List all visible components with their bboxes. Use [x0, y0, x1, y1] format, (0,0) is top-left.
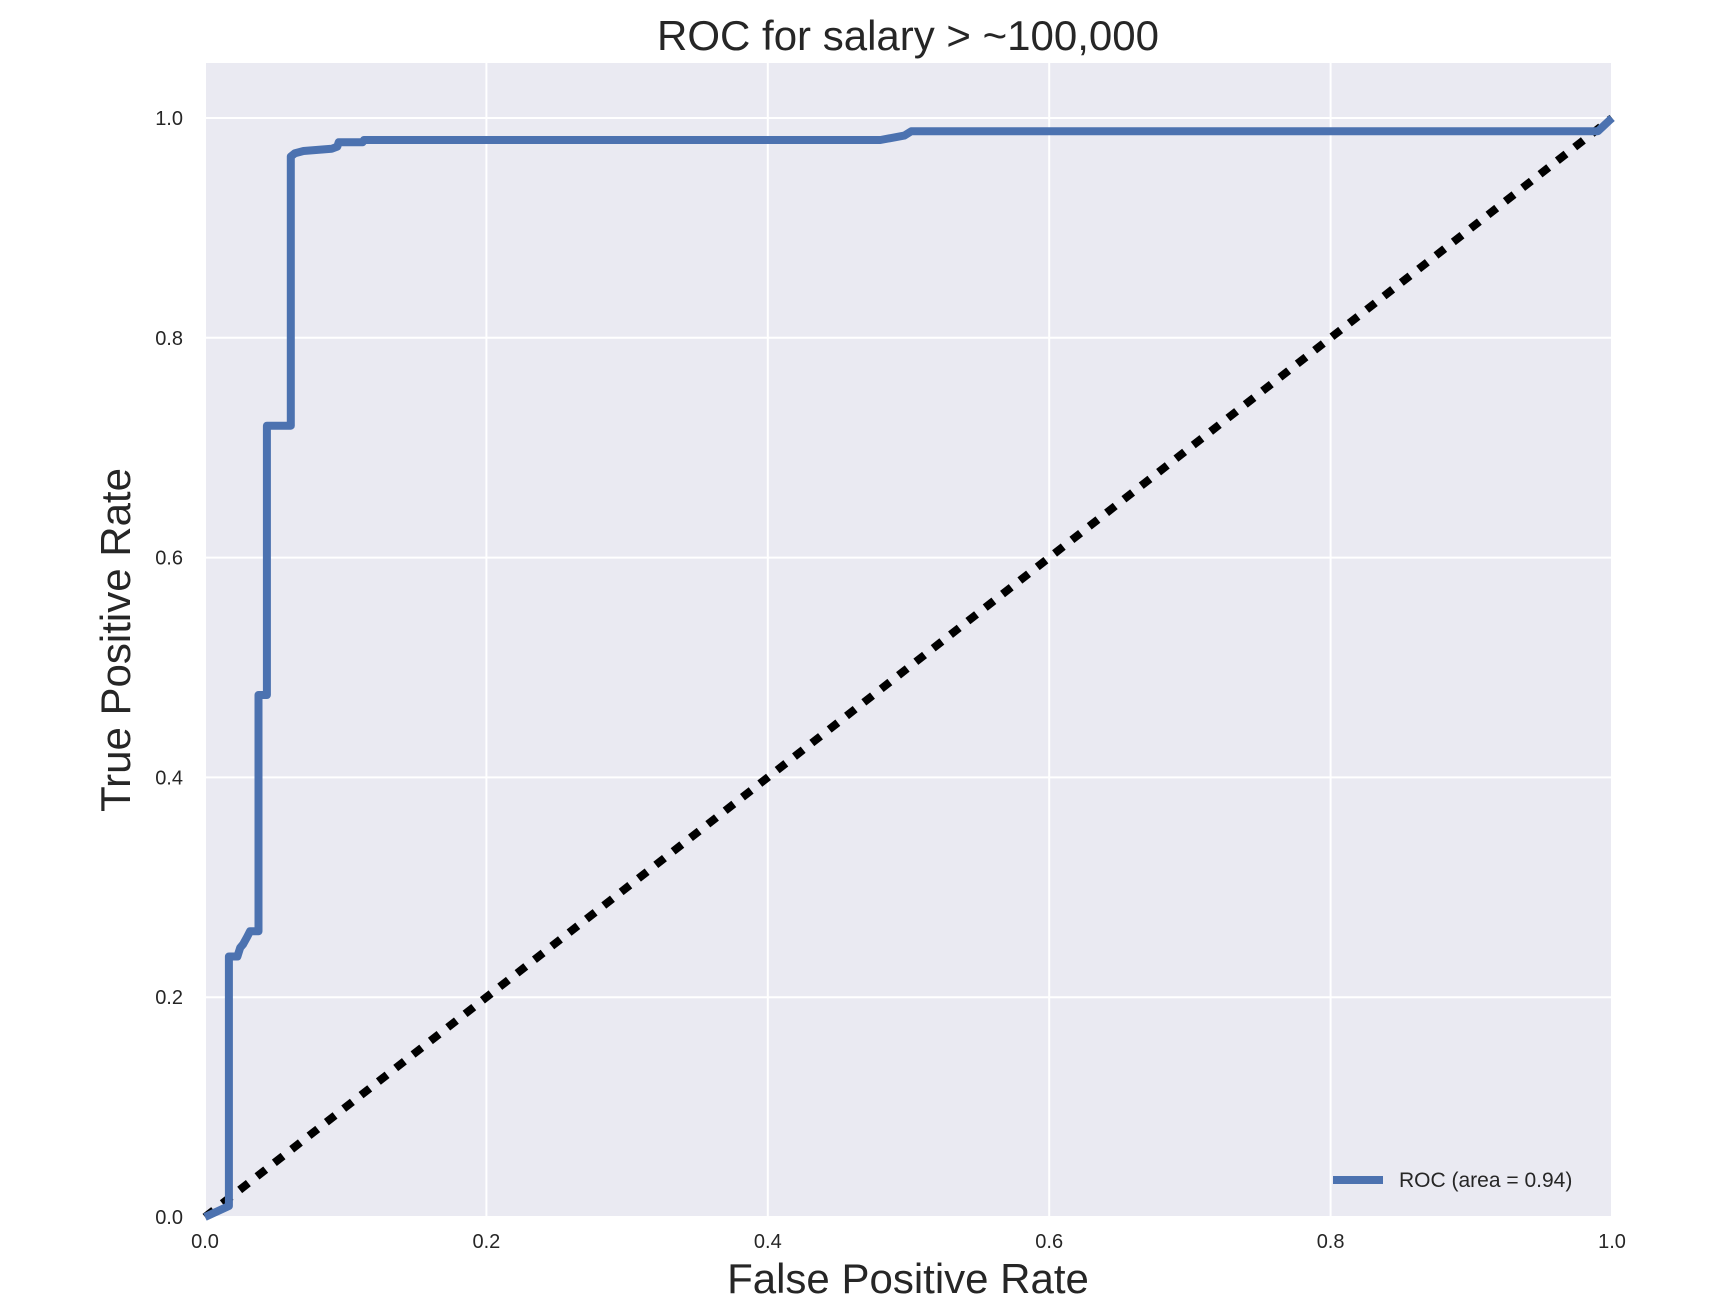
y-tick-label: 0.8 — [155, 328, 183, 350]
y-tick-label: 0.2 — [155, 987, 183, 1009]
plot-background — [205, 63, 1612, 1217]
x-tick-label: 1.0 — [1598, 1231, 1626, 1253]
x-tick-label: 0.2 — [472, 1231, 500, 1253]
y-tick-label: 0.4 — [155, 767, 183, 789]
y-tick-label: 0.0 — [155, 1207, 183, 1229]
x-tick-labels: 0.0 0.2 0.4 0.6 0.8 1.0 — [191, 1231, 1626, 1253]
y-axis-label: True Positive Rate — [92, 468, 139, 812]
x-axis-label: False Positive Rate — [727, 1255, 1089, 1302]
roc-curve-line — [203, 115, 1615, 1221]
x-tick-label: 0.4 — [754, 1231, 782, 1253]
chart-title: ROC for salary > ~100,000 — [657, 12, 1159, 59]
y-tick-labels: 0.0 0.2 0.4 0.6 0.8 1.0 — [155, 108, 183, 1229]
legend-label: ROC (area = 0.94) — [1399, 1169, 1572, 1192]
x-tick-label: 0.6 — [1035, 1231, 1063, 1253]
x-tick-label: 0.0 — [191, 1231, 219, 1253]
y-tick-label: 0.6 — [155, 548, 183, 570]
y-tick-label: 1.0 — [155, 108, 183, 130]
x-tick-label: 0.8 — [1317, 1231, 1345, 1253]
legend: ROC (area = 0.94) — [1333, 1169, 1572, 1192]
grid-lines — [204, 63, 1613, 1218]
